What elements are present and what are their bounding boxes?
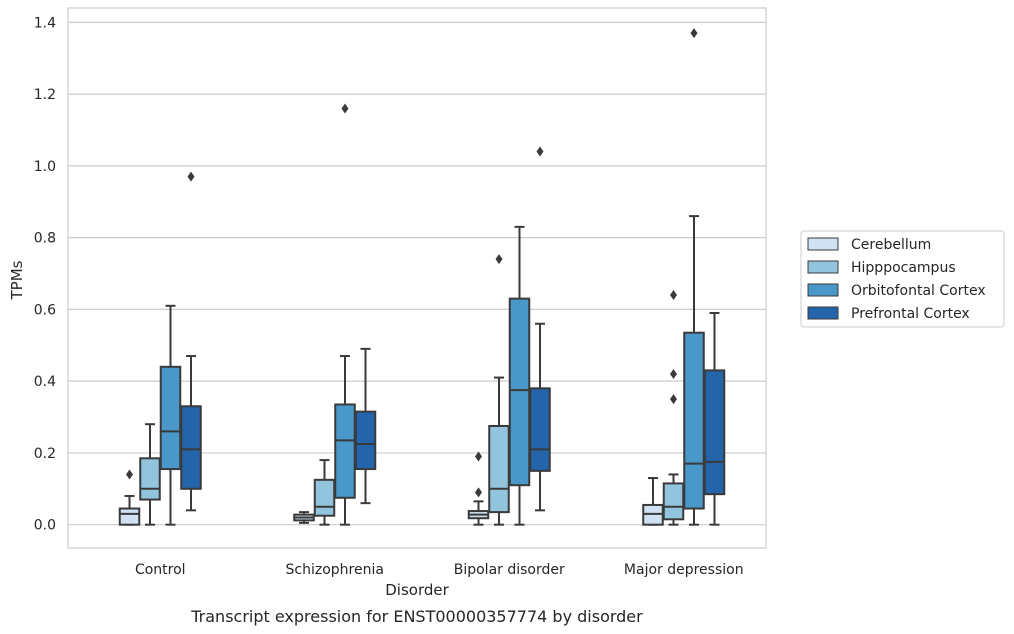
legend-swatch [807, 306, 839, 320]
figure-caption: Transcript expression for ENST0000035777… [190, 607, 643, 626]
outlier-point [670, 290, 677, 301]
box-iqr [508, 297, 531, 487]
outlier-point [670, 368, 677, 379]
box-iqr [529, 387, 551, 472]
box-iqr [662, 482, 685, 521]
y-tick-label: 1.4 [34, 15, 56, 31]
plot-area-frame [67, 7, 767, 549]
outlier-point [126, 469, 133, 480]
box-orbitofontal-cortex [334, 103, 356, 526]
box-iqr [488, 425, 510, 514]
legend-frame [800, 230, 1005, 328]
legend-label: Orbitofontal Cortex [851, 283, 986, 299]
box-iqr [703, 369, 726, 496]
box-iqr [118, 507, 141, 526]
box-cerebellum [642, 477, 664, 526]
x-tick-label: Bipolar disorder [454, 562, 565, 578]
outlier-point [690, 28, 698, 39]
box-iqr [354, 410, 377, 471]
outlier-point [670, 394, 677, 405]
box-orbitofontal-cortex [159, 304, 182, 526]
box-iqr [313, 478, 336, 517]
y-tick-label: 1.0 [34, 159, 56, 175]
x-axis-title: Disorder [385, 581, 449, 599]
legend-swatch [807, 237, 839, 251]
box-prefrontal-cortex [180, 171, 202, 512]
y-tick-label: 1.2 [34, 87, 56, 103]
y-tick-labels: 0.0 0.2 0.4 0.6 0.8 1.0 1.2 1.4 [34, 15, 56, 533]
box-cerebellum [118, 469, 141, 526]
box-iqr [180, 405, 202, 490]
legend: Cerebellum Hipppocampus Orbitofontal Corte… [800, 230, 1005, 328]
legend-label: Prefrontal Cortex [851, 306, 970, 322]
box-hipppocampus [488, 254, 510, 526]
y-tick-label: 0.0 [34, 518, 56, 534]
y-tick-label: 0.8 [34, 231, 56, 247]
legend-swatch [807, 260, 839, 274]
boxes [118, 28, 726, 526]
legend-swatch [807, 283, 839, 297]
box-iqr [139, 457, 161, 501]
box-orbitofontal-cortex [683, 28, 705, 526]
outlier-point [536, 146, 544, 157]
box-cerebellum [467, 451, 490, 526]
box-iqr [159, 365, 182, 471]
outlier-point [495, 254, 503, 265]
y-tick-label: 0.4 [34, 374, 56, 390]
y-tick-label: 0.6 [34, 302, 56, 318]
box-hipppocampus [313, 459, 336, 526]
box-orbitofontal-cortex [508, 225, 531, 526]
x-tick-label: Major depression [624, 562, 744, 578]
legend-label: Cerebellum [851, 237, 931, 253]
box-prefrontal-cortex [529, 146, 551, 512]
x-tick-label: Schizophrenia [286, 562, 384, 578]
outlier-point [475, 451, 482, 462]
box-iqr [683, 331, 705, 510]
x-tick-label: Control [135, 562, 186, 578]
x-tick-labels: Control Schizophrenia Bipolar disorder Majo… [135, 562, 744, 578]
y-tick-label: 0.2 [34, 446, 56, 462]
outlier-point [341, 103, 349, 114]
legend-label: Hipppocampus [851, 260, 956, 276]
box-prefrontal-cortex [703, 311, 726, 526]
box-cerebellum [293, 511, 315, 524]
box-hipppocampus [662, 290, 685, 526]
y-axis-title: TPMs [8, 260, 26, 300]
box-iqr [334, 403, 356, 499]
outlier-point [475, 487, 482, 498]
box-hipppocampus [139, 423, 161, 526]
box-prefrontal-cortex [354, 347, 377, 505]
outlier-point [187, 171, 195, 182]
